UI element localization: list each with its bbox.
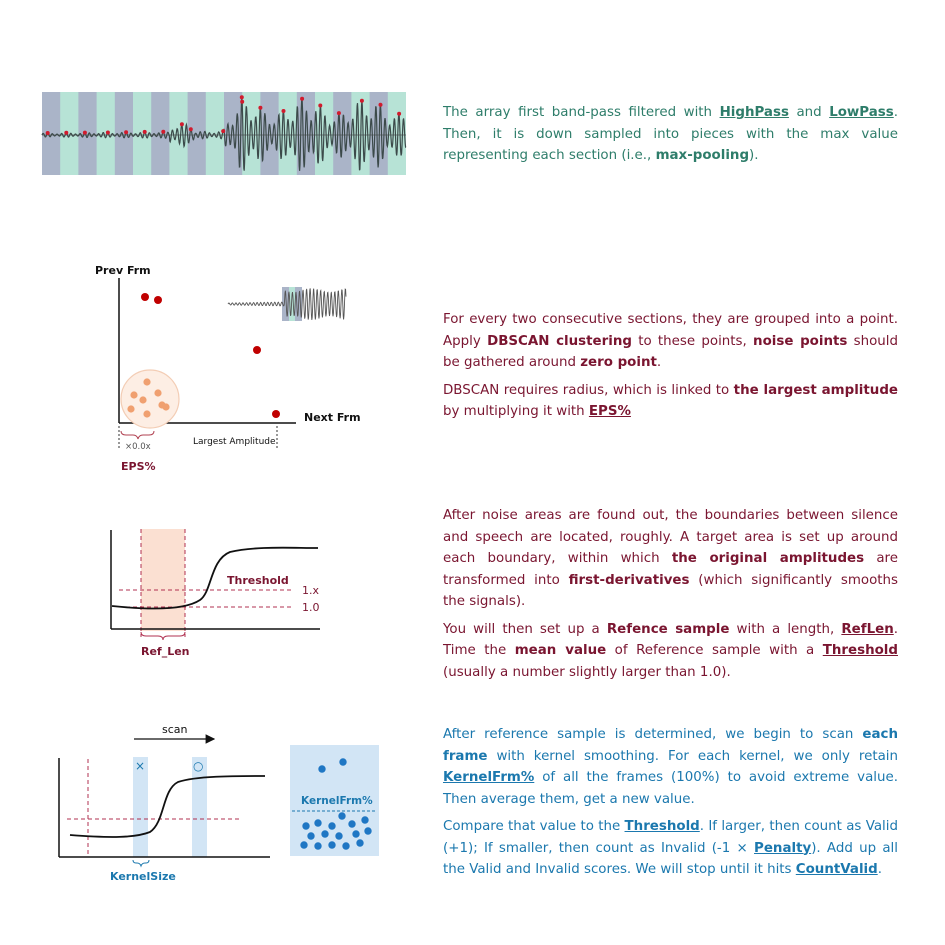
max-point bbox=[179, 122, 184, 127]
speech-point bbox=[154, 296, 162, 304]
max-point bbox=[281, 109, 286, 113]
baseline-value-label: 1.0 bbox=[302, 601, 320, 614]
max-point bbox=[258, 105, 263, 110]
max-point bbox=[300, 96, 305, 101]
section3-paragraph-1: After noise areas are found out, the bou… bbox=[443, 508, 898, 609]
noise-cluster-area bbox=[120, 369, 180, 429]
max-point bbox=[45, 131, 50, 135]
section4-paragraph-2: Compare that value to the Threshold. If … bbox=[443, 819, 898, 877]
kernel-frame bbox=[356, 839, 364, 847]
kernel-box bbox=[290, 745, 379, 856]
smoothed-curve bbox=[69, 775, 266, 838]
kernel-frame bbox=[352, 830, 360, 838]
max-point bbox=[124, 130, 129, 135]
scan-label: scan bbox=[162, 723, 188, 736]
kernel-frame bbox=[328, 841, 336, 849]
kernel-window-accepted bbox=[192, 757, 207, 857]
max-point bbox=[105, 130, 110, 135]
section1-description: The array first band-pass filtered with … bbox=[443, 102, 898, 173]
eps-multiplier: ×0.0x bbox=[125, 442, 151, 452]
section3-paragraph-2: You will then set up a Refence sample wi… bbox=[443, 621, 898, 680]
kernel-frame bbox=[314, 842, 322, 850]
eps-label: EPS% bbox=[121, 460, 156, 473]
section2-paragraph-2: DBSCAN requires radius, which is linked … bbox=[443, 382, 898, 420]
kernel-frame bbox=[338, 812, 346, 820]
section1-paragraph: The array first band-pass filtered with … bbox=[443, 105, 898, 163]
kernel-frame bbox=[364, 827, 372, 835]
noise-point bbox=[154, 389, 162, 397]
waveform-line bbox=[41, 97, 407, 171]
kernel-scan-diagram: scan × ○ KernelSize KernelFrm% bbox=[58, 723, 379, 883]
x-axis-label: Next Frm bbox=[304, 411, 361, 424]
reference-sample-area bbox=[141, 529, 185, 631]
pooling-band bbox=[60, 92, 79, 175]
section4-paragraph-1: After reference sample is determined, we… bbox=[443, 727, 898, 807]
section2-paragraph-1: For every two consecutive sections, they… bbox=[443, 312, 899, 370]
noise-point bbox=[143, 410, 151, 418]
kernel-frame bbox=[328, 822, 336, 830]
kernel-frames bbox=[300, 758, 372, 850]
accept-mark: ○ bbox=[193, 759, 203, 773]
noise-point bbox=[130, 391, 138, 399]
max-point bbox=[378, 102, 383, 107]
kernel-window-rejected bbox=[133, 757, 148, 857]
kernel-frame bbox=[342, 842, 350, 850]
noise-point bbox=[127, 405, 135, 413]
reference-sample-diagram: Threshold 1.x 1.0 Ref_Len bbox=[110, 529, 320, 658]
speech-point bbox=[141, 293, 149, 301]
max-point bbox=[188, 127, 193, 132]
mini-waveform bbox=[227, 287, 347, 321]
max-point bbox=[82, 130, 87, 135]
derivative-curve bbox=[111, 546, 319, 610]
max-pooling-points bbox=[45, 95, 402, 135]
max-point bbox=[318, 103, 323, 108]
y-axis-label: Prev Frm bbox=[95, 264, 151, 277]
kernel-frame bbox=[321, 830, 329, 838]
max-point bbox=[336, 111, 341, 116]
max-point bbox=[142, 129, 147, 134]
threshold-value-label: 1.x bbox=[302, 584, 319, 597]
kernel-frame bbox=[307, 832, 315, 840]
ref-len-label: Ref_Len bbox=[141, 645, 190, 658]
kernel-frame bbox=[314, 819, 322, 827]
kernel-frame bbox=[302, 822, 310, 830]
section4-description: After reference sample is determined, we… bbox=[443, 724, 898, 887]
extreme-frame bbox=[339, 758, 347, 766]
pooling-band bbox=[133, 92, 152, 175]
pooling-band bbox=[96, 92, 115, 175]
kernel-size-label: KernelSize bbox=[110, 870, 176, 883]
max-point bbox=[221, 129, 226, 134]
speech-point bbox=[272, 410, 280, 418]
max-point bbox=[397, 111, 402, 116]
noise-points bbox=[127, 378, 170, 418]
kernel-frame bbox=[348, 820, 356, 828]
speech-point bbox=[253, 346, 261, 354]
max-point bbox=[239, 95, 244, 100]
kernel-frame bbox=[361, 816, 369, 824]
section3-description: After noise areas are found out, the bou… bbox=[443, 505, 898, 689]
kernel-frame bbox=[335, 832, 343, 840]
max-point bbox=[359, 98, 364, 103]
waveform-strip bbox=[41, 92, 407, 175]
threshold-label: Threshold bbox=[227, 574, 289, 587]
dbscan-diagram: Prev Frm Next Frm bbox=[95, 264, 361, 473]
max-point bbox=[240, 99, 245, 104]
max-point bbox=[64, 130, 69, 135]
noise-point bbox=[139, 396, 147, 404]
extreme-frame bbox=[318, 765, 326, 773]
section2-description: For every two consecutive sections, they… bbox=[443, 309, 898, 429]
kernel-frame bbox=[300, 841, 308, 849]
kernel-frm-label: KernelFrm% bbox=[301, 795, 373, 807]
speech-points bbox=[141, 293, 280, 418]
reject-mark: × bbox=[135, 759, 145, 773]
noise-point bbox=[143, 378, 151, 386]
largest-amplitude-label: Largest Amplitude bbox=[193, 437, 276, 447]
noise-point bbox=[162, 403, 170, 411]
max-point bbox=[161, 129, 166, 134]
